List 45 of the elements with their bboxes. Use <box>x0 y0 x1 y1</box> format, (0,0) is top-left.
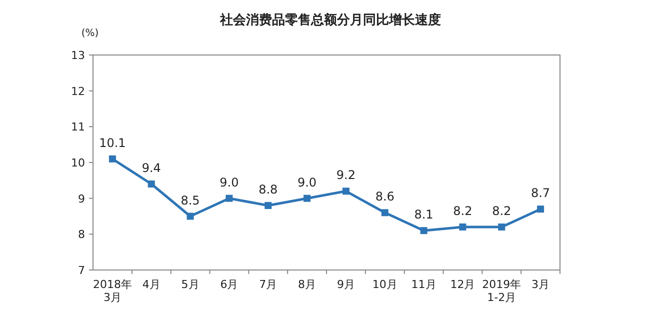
data-label: 8.6 <box>375 190 394 204</box>
point <box>108 155 116 162</box>
y-tick-label: 9 <box>78 192 85 206</box>
data-label: 8.2 <box>492 204 512 218</box>
y-tick-label: 11 <box>71 120 85 134</box>
point <box>459 224 466 230</box>
point <box>498 224 506 230</box>
data-label: 8.2 <box>453 204 472 218</box>
x-tick-label: 10月 <box>372 278 398 291</box>
y-tick-label: 10 <box>71 156 85 170</box>
point <box>304 194 311 202</box>
point <box>264 202 272 209</box>
y-tick-label: 13 <box>71 49 85 62</box>
x-tick-label: 6月 <box>220 278 238 291</box>
data-label: 10.1 <box>99 136 126 150</box>
x-tick-label: 7月 <box>259 278 278 291</box>
x-tick-label: 2018年 3月 <box>92 278 132 304</box>
point <box>381 209 388 216</box>
point <box>148 180 155 188</box>
point <box>537 206 544 213</box>
point <box>226 194 233 202</box>
x-tick-label: 9月 <box>336 278 355 291</box>
x-tick-label: 12月 <box>450 278 476 291</box>
data-label: 9.4 <box>142 161 161 175</box>
data-label: 8.7 <box>530 186 550 200</box>
y-axis-title: (%) <box>81 28 99 39</box>
data-label: 9.0 <box>220 175 239 190</box>
x-tick-label: 5月 <box>181 278 200 291</box>
x-tick-label: 2019年 1-2月 <box>482 278 522 304</box>
data-label: 8.1 <box>414 208 434 222</box>
chart-title: 社会消费品零售总额分月同比增长速度 <box>219 12 441 28</box>
point <box>420 227 428 234</box>
x-tick-label: 11月 <box>411 278 436 291</box>
point <box>342 188 350 195</box>
y-tick-label: 12 <box>71 84 85 98</box>
data-label: 9.0 <box>297 175 317 190</box>
data-label: 8.8 <box>258 182 278 196</box>
point <box>186 212 194 220</box>
x-tick-label: 8月 <box>298 278 316 291</box>
x-tick-label: 4月 <box>142 278 160 291</box>
y-tick-label: 8 <box>78 228 85 242</box>
data-label: 8.5 <box>180 193 200 208</box>
y-tick-label: 7 <box>78 264 85 277</box>
x-tick-label: 3月 <box>532 278 550 291</box>
data-label: 9.2 <box>336 168 356 182</box>
